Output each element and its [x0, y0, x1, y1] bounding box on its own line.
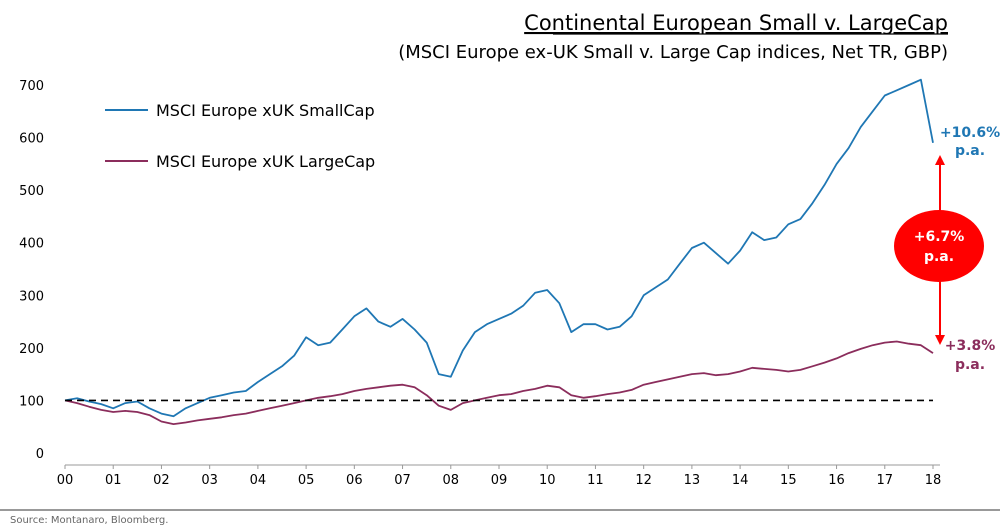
legend-label-largecap: MSCI Europe xUK LargeCap — [156, 152, 375, 171]
x-tick-label: 02 — [153, 473, 170, 488]
x-tick-label: 14 — [732, 473, 749, 488]
y-tick-label: 700 — [19, 79, 44, 94]
legend-label-smallcap: MSCI Europe xUK SmallCap — [156, 101, 375, 120]
x-tick-label: 01 — [105, 473, 122, 488]
legend: MSCI Europe xUK SmallCap MSCI Europe xUK… — [105, 101, 375, 171]
source-note: Source: Montanaro, Bloomberg. — [10, 515, 168, 526]
largecap-return-annotation: +3.8% — [945, 338, 996, 354]
x-tick-label: 05 — [298, 473, 315, 488]
x-tick-label: 17 — [877, 473, 894, 488]
y-axis: 0 100 200 300 400 500 600 700 — [19, 79, 44, 462]
x-tick-label: 06 — [346, 473, 363, 488]
x-tick-label: 11 — [587, 473, 604, 488]
y-tick-label: 500 — [19, 184, 44, 199]
largecap-return-pa: p.a. — [955, 357, 985, 373]
spread-bubble — [894, 210, 984, 282]
spread-annotation-pa: p.a. — [924, 249, 954, 265]
smallcap-return-annotation: +10.6% — [940, 125, 1000, 141]
y-tick-label: 600 — [19, 132, 44, 147]
y-tick-label: 300 — [19, 289, 44, 304]
y-tick-label: 100 — [19, 394, 44, 409]
x-tick-label: 07 — [394, 473, 411, 488]
x-tick-label: 00 — [57, 473, 74, 488]
x-tick-label: 12 — [635, 473, 652, 488]
y-tick-label: 200 — [19, 342, 44, 357]
x-tick-label: 16 — [828, 473, 845, 488]
series-line-smallcap — [64, 78, 934, 418]
x-tick-label: 15 — [780, 473, 797, 488]
smallcap-return-pa: p.a. — [955, 143, 985, 159]
x-tick-label: 09 — [491, 473, 508, 488]
x-tick-label: 13 — [684, 473, 701, 488]
x-tick-label: 03 — [201, 473, 218, 488]
spread-annotation: +6.7% — [914, 229, 965, 245]
chart-title: Continental European Small v. LargeCap — [524, 11, 948, 35]
chart-subtitle: (MSCI Europe ex-UK Small v. Large Cap in… — [398, 42, 948, 63]
x-tick-label: 08 — [443, 473, 460, 488]
series-layer — [64, 78, 934, 426]
x-tick-label: 04 — [250, 473, 267, 488]
x-tick-label: 10 — [539, 473, 556, 488]
x-tick-label: 18 — [925, 473, 942, 488]
y-tick-label: 400 — [19, 237, 44, 252]
x-axis: 00 01 02 03 04 05 06 07 08 09 10 11 12 13 14 15 16 17 18 — [57, 464, 942, 488]
y-tick-label: 0 — [36, 447, 44, 462]
series-line-largecap — [64, 340, 934, 426]
